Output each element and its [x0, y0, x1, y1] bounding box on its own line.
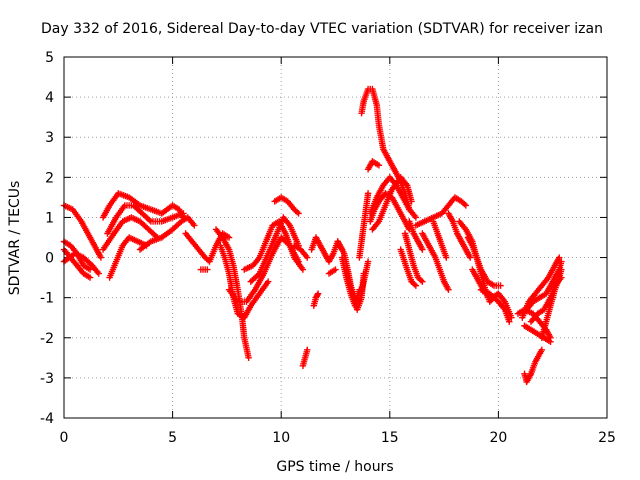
series-s45	[521, 346, 546, 386]
plot-frame	[63, 56, 608, 419]
series-s31	[369, 174, 415, 233]
series-markers	[325, 266, 339, 277]
series-markers	[356, 190, 372, 261]
series-markers	[343, 258, 372, 305]
series-markers	[104, 202, 187, 237]
series-markers	[299, 346, 311, 370]
series-s6	[104, 202, 187, 237]
series-s36	[419, 230, 452, 293]
y-tick-label: -3	[40, 371, 54, 387]
series-markers	[106, 234, 150, 281]
series-markers	[419, 230, 452, 293]
series-markers	[310, 290, 322, 309]
y-axis-label: SDTVAR / TECUs	[7, 181, 23, 296]
data-points	[60, 85, 565, 386]
x-tick-label: 0	[60, 430, 69, 446]
x-tick-label: 10	[272, 430, 290, 446]
series-markers	[521, 346, 546, 386]
series-markers	[99, 214, 161, 253]
series-markers	[358, 85, 413, 213]
series-markers	[99, 190, 187, 221]
series-s17	[271, 194, 302, 217]
y-tick-label: -1	[40, 291, 54, 307]
series-s5	[99, 190, 187, 221]
chart-title: Day 332 of 2016, Sidereal Day-to-day VTE…	[41, 21, 603, 37]
series-s25	[343, 258, 372, 305]
y-tick-label: -2	[40, 331, 54, 347]
series-s27	[358, 85, 413, 213]
series-s10	[182, 230, 233, 265]
series-s26	[356, 190, 372, 261]
tick-labels: -4 -3 -2 -1 0 1 2 3 4 5 0 5 10 15 20 25	[40, 50, 616, 446]
series-s20	[310, 290, 322, 309]
series-markers	[136, 214, 198, 253]
series-s40	[464, 234, 504, 289]
series-s32	[397, 246, 420, 289]
series-markers	[182, 230, 233, 265]
x-tick-label: 15	[381, 430, 399, 446]
series-s8	[106, 234, 150, 281]
series-s9	[136, 214, 198, 253]
y-tick-label: 4	[45, 90, 54, 106]
y-tick-label: 1	[45, 210, 54, 226]
series-s19	[299, 346, 311, 370]
x-tick-label: 20	[489, 430, 507, 446]
x-tick-label: 25	[598, 430, 616, 446]
series-s49	[538, 266, 565, 341]
x-tick-label: 5	[168, 430, 177, 446]
series-markers	[538, 266, 565, 341]
series-s7	[99, 214, 161, 253]
series-s22	[325, 266, 339, 277]
series-markers	[401, 230, 426, 285]
series-s38	[445, 210, 474, 261]
series-s47	[523, 258, 565, 313]
series-markers	[247, 214, 302, 285]
y-tick-label: -4	[40, 411, 54, 427]
series-markers	[364, 158, 383, 173]
y-tick-label: 5	[45, 50, 54, 66]
series-markers	[397, 246, 420, 289]
series-markers	[197, 266, 211, 273]
series-markers	[464, 234, 504, 289]
series-s34	[406, 218, 426, 253]
series-markers	[406, 218, 426, 253]
series-markers	[412, 194, 470, 229]
series-s16	[247, 214, 302, 285]
series-markers	[291, 242, 311, 261]
series-markers	[445, 210, 474, 261]
series-s35	[412, 194, 470, 229]
grid	[64, 57, 607, 418]
series-markers	[271, 194, 302, 217]
series-markers	[477, 286, 513, 325]
series-s18	[291, 242, 311, 261]
series-s28	[364, 158, 383, 173]
y-tick-label: 3	[45, 130, 54, 146]
y-tick-label: 2	[45, 170, 54, 186]
series-s33	[401, 230, 426, 285]
series-markers	[430, 218, 450, 261]
y-tick-label: 0	[45, 251, 54, 267]
series-markers	[523, 258, 565, 313]
series-s37	[430, 218, 450, 261]
series-s11	[197, 266, 211, 273]
series-s42	[477, 286, 513, 325]
series-markers	[369, 174, 415, 233]
x-axis-label: GPS time / hours	[276, 459, 393, 475]
